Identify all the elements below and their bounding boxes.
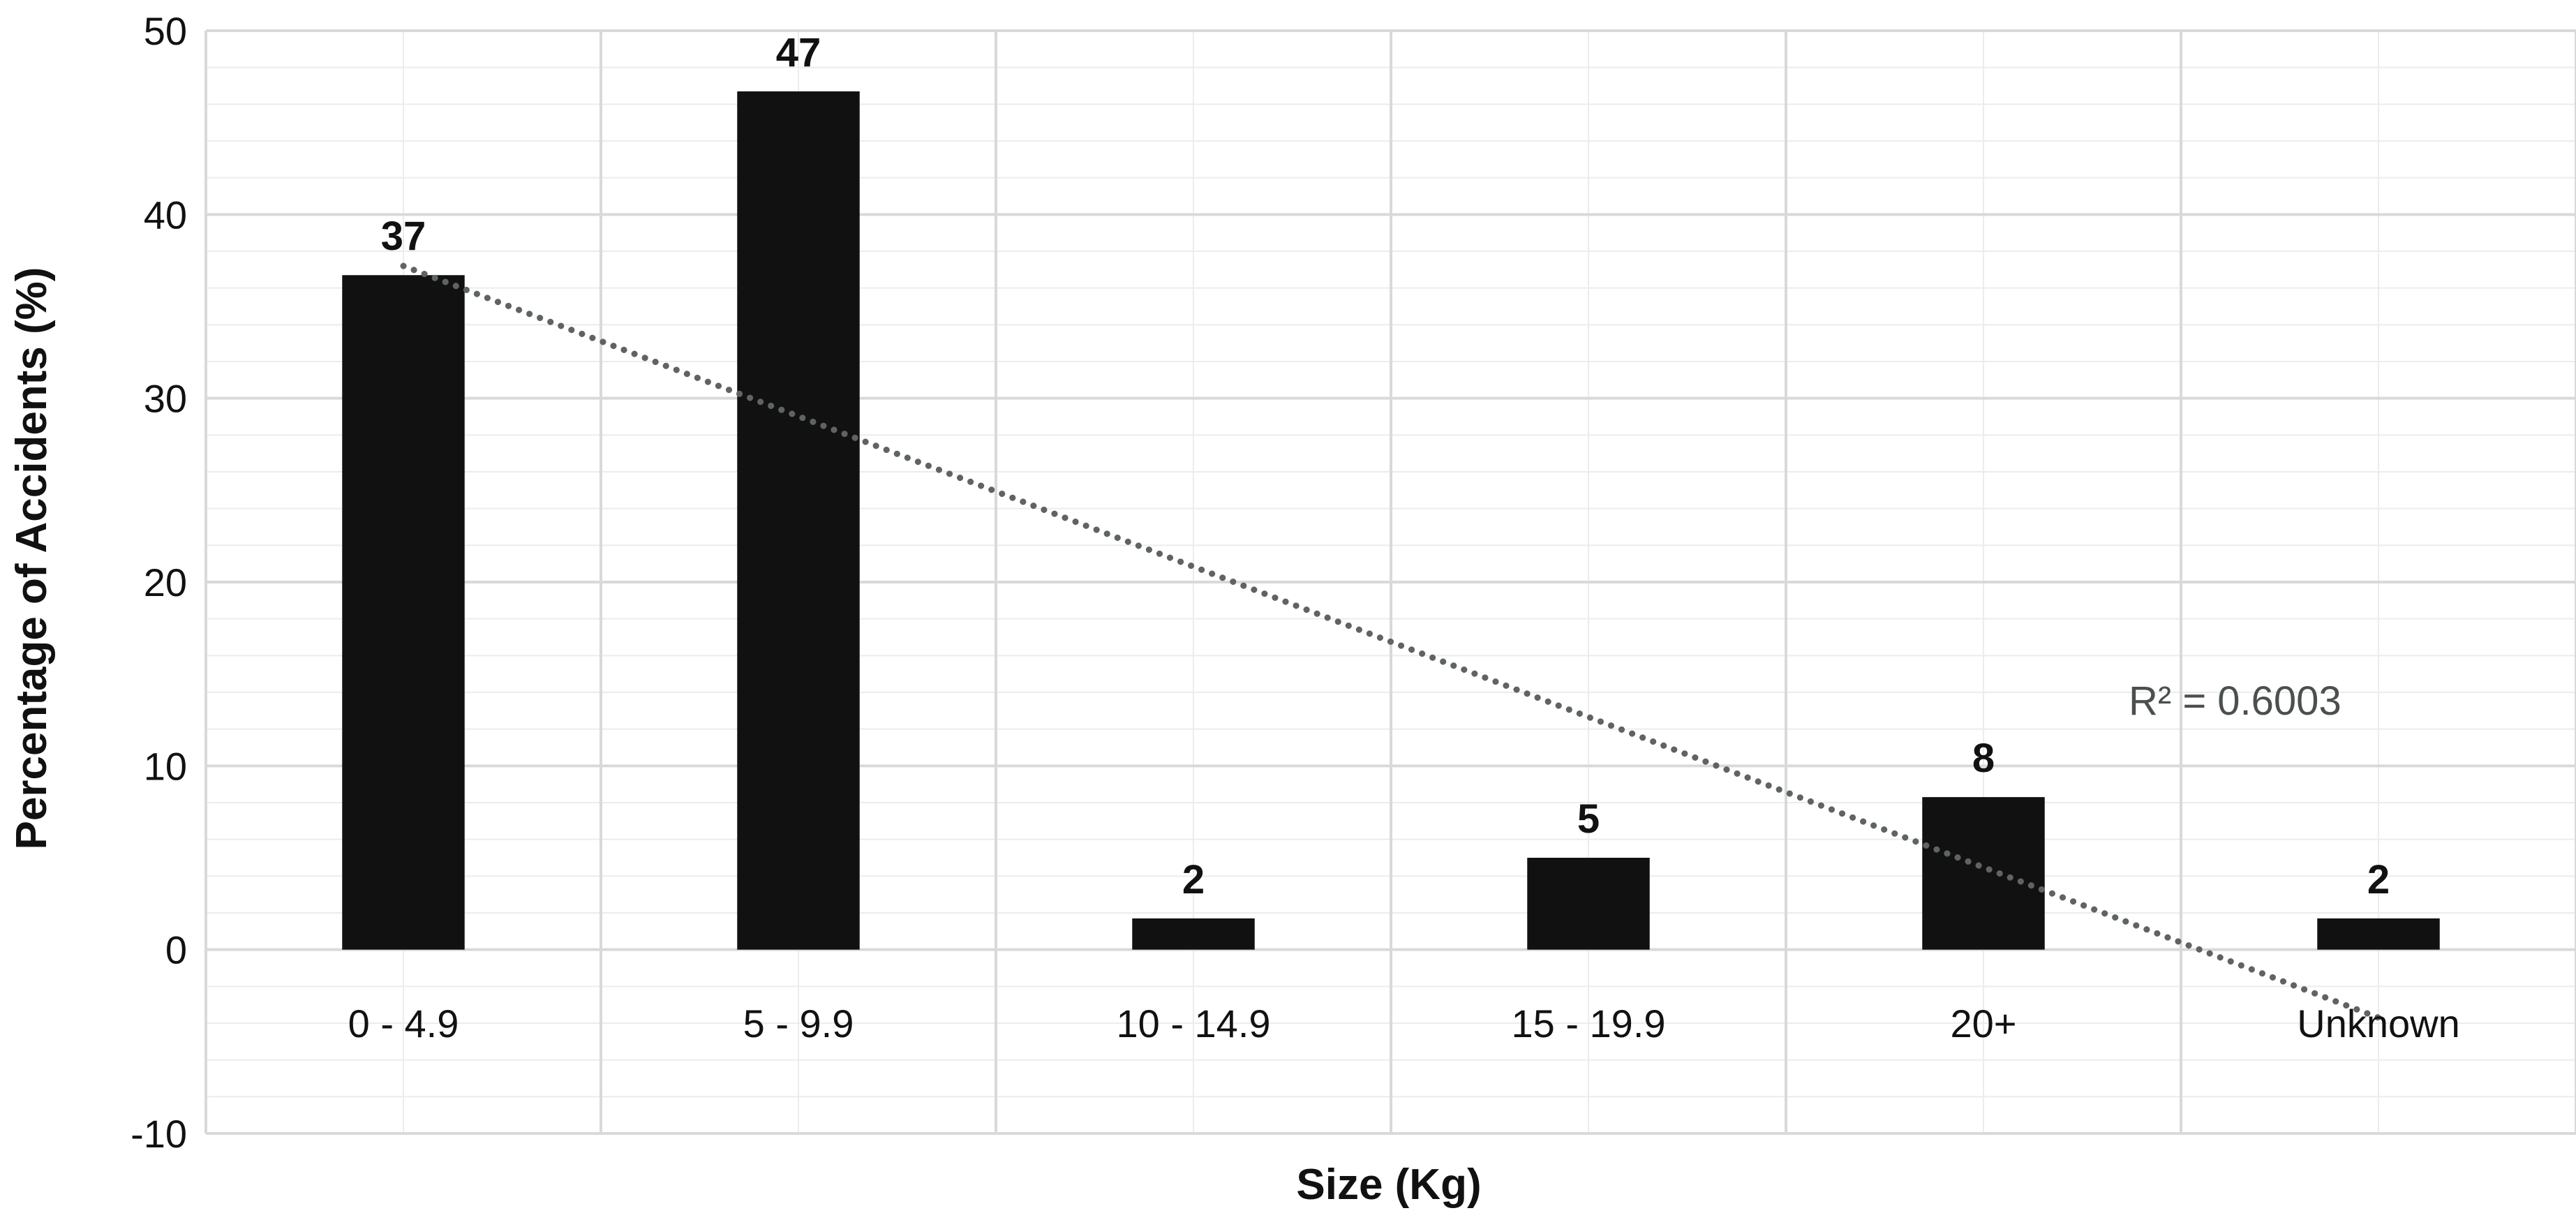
data-label: 47 (776, 30, 821, 75)
x-axis-title: Size (Kg) (1296, 1161, 1481, 1209)
major-gridlines (204, 29, 2576, 1135)
bar (1527, 858, 1650, 950)
x-tick-label: 15 - 19.9 (1511, 1002, 1665, 1045)
data-label: 2 (1182, 857, 1205, 902)
y-tick-label: -10 (131, 1112, 187, 1156)
y-tick-label: 10 (144, 744, 187, 788)
x-tick-label: Unknown (2297, 1002, 2459, 1045)
y-tick-label: 50 (144, 9, 187, 53)
data-label: 37 (381, 214, 426, 259)
data-label: 2 (2367, 857, 2390, 902)
x-tick-label: 0 - 4.9 (348, 1002, 459, 1045)
data-labels: 37 47 2 5 8 2 (381, 30, 2390, 902)
data-label: 8 (1972, 736, 1995, 781)
bar (1922, 797, 2045, 950)
y-tick-label: 0 (165, 928, 187, 972)
y-axis-tick-labels: -10 0 10 20 30 40 50 (131, 9, 187, 1156)
trendline (400, 262, 2382, 1021)
x-axis-tick-labels: 0 - 4.9 5 - 9.9 10 - 14.9 15 - 19.9 20+ Unkno… (348, 1002, 2460, 1045)
bar (737, 91, 860, 950)
y-tick-label: 30 (144, 377, 187, 421)
x-tick-label: 10 - 14.9 (1116, 1002, 1270, 1045)
y-tick-label: 20 (144, 560, 187, 604)
r-squared-label: R² = 0.6003 (2129, 678, 2342, 724)
bar (1132, 918, 1255, 950)
x-tick-label: 5 - 9.9 (743, 1002, 854, 1045)
y-tick-label: 40 (144, 193, 187, 237)
data-label: 5 (1577, 796, 1600, 842)
bar (342, 275, 465, 950)
bar-series (342, 91, 2440, 950)
y-axis-title: Percentage of Accidents (%) (8, 267, 56, 850)
trendline-path (400, 262, 2382, 1021)
x-tick-label: 20+ (1951, 1002, 2017, 1045)
bar (2317, 918, 2440, 950)
